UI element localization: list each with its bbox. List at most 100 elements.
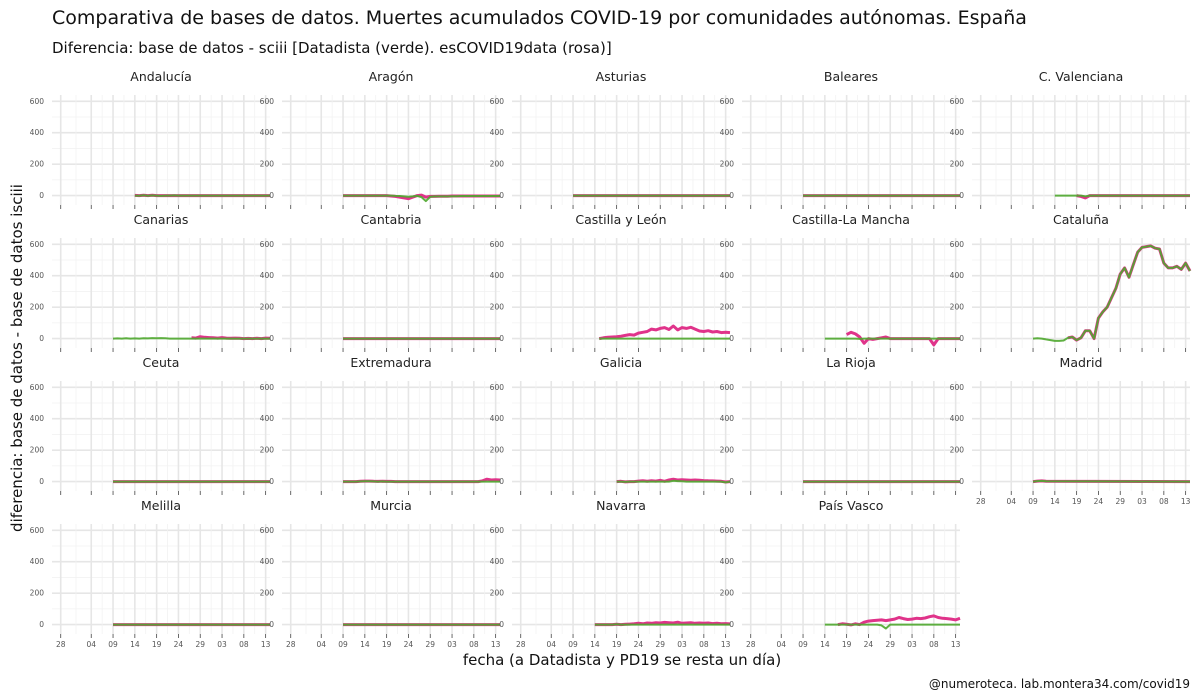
x-tick-label: 28 xyxy=(516,640,526,649)
y-tick-label: 400 xyxy=(490,271,505,280)
x-tick-label: 28 xyxy=(56,640,66,649)
panel-title: Canarias xyxy=(134,212,189,227)
y-tick-label: 0 xyxy=(39,477,44,486)
panel-melilla: Melilla 0 200 400 600 28 04 09 14 19 24 29 03 08 13 xyxy=(30,498,271,649)
x-tick-label: 14 xyxy=(590,640,600,649)
panel-title: Navarra xyxy=(596,498,646,513)
panel-andalucia: Andalucía 0 200 400 600 xyxy=(30,69,270,209)
y-tick-label: 200 xyxy=(950,160,965,169)
x-tick-label: 29 xyxy=(885,640,895,649)
panel-title: Baleares xyxy=(824,69,878,84)
y-tick-label: 400 xyxy=(490,128,505,137)
panel-castilla-y-leon: Castilla y León 0 200 400 600 xyxy=(490,212,731,352)
series-datadista-line xyxy=(1032,244,1191,342)
x-tick-label: 08 xyxy=(929,640,939,649)
y-tick-label: 0 xyxy=(39,191,44,200)
panel-title: C. Valenciana xyxy=(1039,69,1124,84)
x-tick-label: 19 xyxy=(152,640,162,649)
y-tick-label: 0 xyxy=(729,334,734,343)
x-tick-label: 14 xyxy=(130,640,140,649)
x-tick-label: 19 xyxy=(842,640,852,649)
panel-title: Murcia xyxy=(370,498,412,513)
y-tick-label: 600 xyxy=(260,526,275,535)
panel-aragon: Aragón 0 200 400 600 xyxy=(260,69,500,209)
y-tick-label: 200 xyxy=(720,160,735,169)
y-tick-label: 600 xyxy=(30,526,45,535)
y-tick-label: 600 xyxy=(490,526,505,535)
series-datadista-line xyxy=(616,479,731,484)
panel-title: Andalucía xyxy=(130,69,191,84)
y-tick-label: 600 xyxy=(30,97,45,106)
panel-title: Melilla xyxy=(141,498,181,513)
y-tick-label: 600 xyxy=(490,97,505,106)
x-tick-label: 03 xyxy=(677,640,687,649)
y-tick-label: 400 xyxy=(260,128,275,137)
y-tick-label: 200 xyxy=(260,303,275,312)
panel-title: Galicia xyxy=(600,355,642,370)
y-tick-label: 0 xyxy=(959,191,964,200)
panel-la-rioja: La Rioja 0 200 400 600 xyxy=(720,355,960,495)
y-tick-label: 400 xyxy=(260,557,275,566)
y-tick-label: 0 xyxy=(729,620,734,629)
series-datadista-line xyxy=(112,337,270,340)
x-tick-label: 03 xyxy=(907,640,917,649)
x-tick-label: 14 xyxy=(360,640,370,649)
y-tick-label: 600 xyxy=(490,240,505,249)
panel-title: Madrid xyxy=(1060,355,1103,370)
y-tick-label: 200 xyxy=(30,160,45,169)
y-tick-label: 400 xyxy=(260,271,275,280)
panel-ceuta: Ceuta 0 200 400 600 xyxy=(30,355,270,495)
y-tick-label: 200 xyxy=(720,589,735,598)
y-tick-label: 0 xyxy=(499,334,504,343)
y-tick-label: 400 xyxy=(720,414,735,423)
y-tick-label: 200 xyxy=(490,160,505,169)
y-tick-label: 400 xyxy=(30,557,45,566)
x-tick-label: 04 xyxy=(546,640,556,649)
y-tick-label: 600 xyxy=(950,240,965,249)
x-tick-label: 28 xyxy=(286,640,296,649)
y-tick-label: 200 xyxy=(950,303,965,312)
y-tick-label: 200 xyxy=(30,303,45,312)
y-tick-label: 600 xyxy=(720,97,735,106)
panel-grid: Andalucía0200400600Aragón0200400600Astur… xyxy=(30,69,1192,649)
x-tick-label: 28 xyxy=(976,497,986,506)
x-tick-label: 13 xyxy=(951,640,961,649)
series-escovid19data-line xyxy=(837,614,961,627)
series-datadista-line xyxy=(343,194,500,203)
x-tick-label: 04 xyxy=(86,640,96,649)
y-tick-label: 0 xyxy=(269,477,274,486)
y-tick-label: 400 xyxy=(490,414,505,423)
y-tick-label: 0 xyxy=(499,477,504,486)
x-tick-label: 29 xyxy=(195,640,205,649)
y-tick-label: 600 xyxy=(720,240,735,249)
x-tick-label: 09 xyxy=(798,640,808,649)
y-tick-label: 200 xyxy=(30,446,45,455)
x-tick-label: 09 xyxy=(1028,497,1038,506)
panel-madrid: Madrid 0 200 400 600 28 04 09 14 19 24 29 03 08 13 xyxy=(950,355,1191,506)
panel-castilla-la-mancha: Castilla-La Mancha 0 200 400 600 xyxy=(720,212,960,352)
panel-title: Aragón xyxy=(369,69,414,84)
panel-cataluna: Cataluña 0 200 400 600 xyxy=(950,212,1192,352)
panel-baleares: Baleares 0 200 400 600 xyxy=(720,69,960,209)
y-tick-label: 600 xyxy=(260,383,275,392)
x-tick-label: 08 xyxy=(1159,497,1169,506)
x-tick-label: 24 xyxy=(864,640,874,649)
x-tick-label: 03 xyxy=(1137,497,1147,506)
y-tick-label: 0 xyxy=(499,191,504,200)
x-tick-label: 19 xyxy=(1072,497,1082,506)
caption: @numeroteca. lab.montera34.com/covid19 xyxy=(929,677,1190,691)
x-tick-label: 14 xyxy=(820,640,830,649)
panel-asturias: Asturias 0 200 400 600 xyxy=(490,69,730,209)
y-tick-label: 400 xyxy=(950,271,965,280)
chart-subtitle: Diferencia: base de datos - sciii [Datad… xyxy=(52,39,612,57)
x-tick-label: 14 xyxy=(1050,497,1060,506)
panel-galicia: Galicia 0 200 400 600 xyxy=(490,355,731,495)
y-tick-label: 600 xyxy=(260,240,275,249)
panel-navarra: Navarra 0 200 400 600 28 04 09 14 19 24 29 03 08 13 xyxy=(490,498,731,649)
y-tick-label: 0 xyxy=(269,334,274,343)
panel-title: Cantabria xyxy=(360,212,421,227)
series-datadista-line xyxy=(824,623,960,630)
panel-title: País Vasco xyxy=(819,498,884,513)
y-tick-label: 0 xyxy=(269,191,274,200)
